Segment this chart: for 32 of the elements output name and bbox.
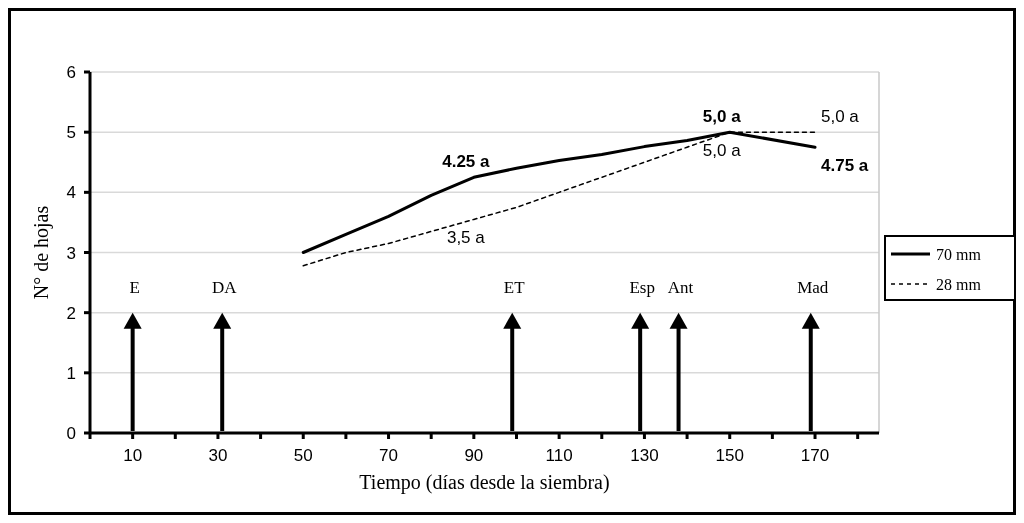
y-axis-title: N° de hojas	[30, 205, 53, 300]
x-tick-label: 110	[545, 446, 573, 465]
data-label: 4.75 a	[821, 156, 869, 176]
data-label: 5,0 a	[702, 107, 742, 127]
data-label: 4.25 a	[442, 152, 491, 172]
y-tick-label: 1	[66, 363, 76, 383]
data-label: 3,5 a	[446, 228, 486, 248]
y-tick-label: 4	[66, 183, 76, 203]
x-tick-label: 130	[630, 446, 659, 465]
legend-label: 70 mm	[936, 246, 982, 263]
y-tick-label: 5	[66, 123, 76, 143]
ref-line-label: Ant	[667, 277, 694, 297]
y-tick-label: 3	[66, 243, 76, 263]
y-tick-label: 0	[66, 424, 76, 443]
x-tick-label: 150	[715, 446, 744, 465]
data-label: 5,0 a	[821, 107, 860, 127]
ref-line-label: E	[129, 277, 140, 297]
y-tick-label: 2	[66, 303, 76, 323]
y-tick-label: 6	[66, 63, 76, 82]
x-tick-label: 70	[379, 446, 398, 465]
x-tick-label: 50	[293, 446, 313, 465]
x-tick-label: 10	[123, 446, 143, 465]
x-tick-label: 170	[800, 446, 830, 465]
x-axis-title: Tiempo (días desde la siembra)	[359, 471, 610, 494]
ref-line-label: DA	[211, 277, 238, 297]
data-label: 5,0 a	[702, 141, 742, 161]
legend-label: 28 mm	[936, 276, 982, 293]
x-tick-label: 30	[208, 446, 228, 465]
ref-line-label: Esp	[629, 277, 655, 297]
ref-line-label: Mad	[797, 277, 829, 297]
x-tick-label: 90	[464, 446, 484, 465]
ref-line-label: ET	[503, 277, 526, 297]
